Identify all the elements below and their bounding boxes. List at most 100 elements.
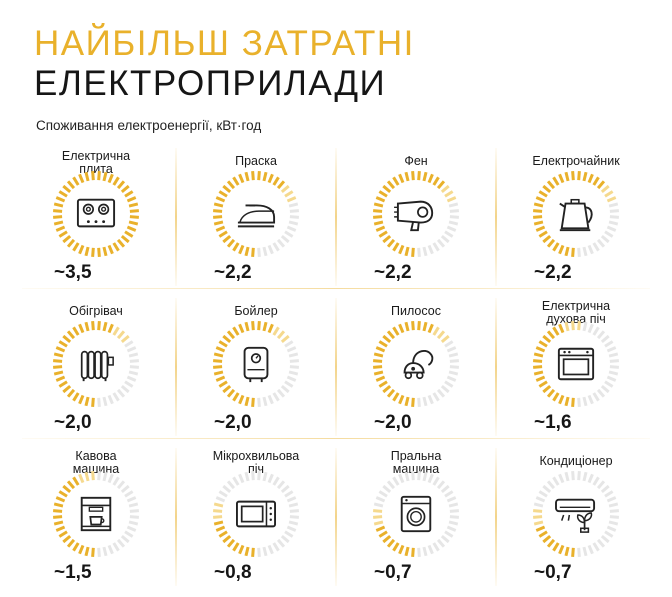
gauge-tick-empty [276,538,286,548]
gauge-tick-empty [427,244,434,255]
gauge-tick-empty [280,234,290,244]
gauge-tick-empty [129,515,139,519]
gauge-tick-filled [382,384,392,394]
gauge-tick-empty [276,330,286,340]
gauge-tick-filled [571,171,575,181]
gauge-tick-filled [382,534,392,544]
gauge-tick-filled [97,321,101,331]
gauge-tick-filled [53,502,64,508]
gauge-tick-filled [398,244,405,255]
gauge-tick-empty [596,238,606,248]
gauge-tick-filled [53,520,64,526]
gauge-tick-filled [84,171,90,182]
gauge-tick-empty [289,365,299,369]
gauge-tick-empty [577,471,581,481]
gauge-tick-empty [244,471,250,482]
gauge-tick-empty [411,471,415,481]
gauge-tick-filled [213,520,224,526]
kettle-icon [551,194,601,234]
gauge-tick-empty [417,247,421,257]
appliance-card: Пральна машина ~0,7 [336,442,496,590]
appliance-card: Фен ~2,2 [336,142,496,290]
gauge-tick-filled [564,171,570,182]
gauge-tick-empty [284,230,294,238]
gauge-tick-filled [375,196,386,203]
column-divider [335,298,337,436]
gauge-tick-filled [392,242,400,252]
gauge-tick-filled [535,375,546,382]
hair-dryer-icon [391,194,441,234]
gauge-tick-filled [213,215,223,219]
gauge-tick-filled [552,542,560,552]
gauge-tick-empty [373,502,384,508]
gauge-tick-empty [592,242,600,252]
gauge-tick-filled [66,388,76,398]
gauge-tick-filled [382,334,392,344]
gauge-tick-filled [222,384,232,394]
consumption-gauge [212,320,300,408]
gauge-tick-empty [440,184,450,194]
gauge-tick-empty [373,515,383,519]
gauge-tick-empty [606,196,617,203]
gauge-tick-filled [120,184,130,194]
gauge-tick-empty [126,346,137,353]
gauge-tick-empty [129,359,139,363]
appliance-label: Праска [235,154,277,168]
gauge-tick-empty [276,388,286,398]
gauge-tick-filled [533,220,544,226]
gauge-tick-empty [284,490,294,498]
gauge-tick-filled [66,480,76,490]
gauge-tick-filled [417,171,421,181]
gauge-tick-filled [373,359,383,363]
gauge-tick-empty [120,484,130,494]
gauge-tick-filled [215,225,226,232]
gauge-tick-filled [257,321,261,331]
gauge-tick-filled [244,396,250,407]
gauge-tick-empty [448,202,459,208]
gauge-tick-filled [587,173,594,184]
gauge-tick-filled [404,321,410,332]
gauge-tick-empty [582,546,588,557]
gauge-tick-filled [213,365,223,369]
gauge-tick-filled [72,242,80,252]
gauge-tick-filled [382,184,392,194]
gauge-tick-empty [251,471,255,481]
gauge-tick-filled [129,215,139,219]
gauge-tick-filled [53,359,63,363]
gauge-tick-filled [102,246,108,257]
gauge-tick-filled [58,530,68,538]
gauge-tick-filled [535,525,546,532]
consumption-gauge [372,170,460,258]
gauge-tick-empty [262,546,268,557]
consumption-gauge [532,470,620,558]
gauge-tick-empty [392,476,400,486]
title-line-2: ЕЛЕКТРОПРИЛАДИ [34,64,387,103]
gauge-tick-filled [91,171,95,181]
gauge-tick-empty [417,397,421,407]
gauge-tick-empty [257,397,261,407]
gauge-tick-filled [373,220,384,226]
gauge-tick-empty [267,544,274,555]
gauge-tick-empty [128,352,139,358]
gauge-tick-empty [600,334,610,344]
gauge-tick-filled [58,230,68,238]
consumption-gauge [52,320,140,408]
gauge-tick-filled [215,375,226,382]
gauge-tick-filled [582,171,588,182]
gauge-tick-filled [62,234,72,244]
gauge-tick-filled [218,340,228,348]
gauge-tick-filled [124,190,134,198]
gauge-tick-filled [558,394,565,405]
gauge-tick-empty [440,334,450,344]
gauge-tick-empty [404,471,410,482]
gauge-tick-empty [112,326,120,336]
appliance-card: Електрична плита ~3,5 [16,142,176,290]
column-divider [175,448,177,586]
gauge-tick-filled [91,247,95,257]
column-divider [335,448,337,586]
gauge-tick-empty [582,246,588,257]
consumption-value: ~1,5 [54,562,92,583]
gauge-tick-filled [558,244,565,255]
consumption-value: ~3,5 [54,262,92,283]
gauge-tick-empty [226,480,236,490]
